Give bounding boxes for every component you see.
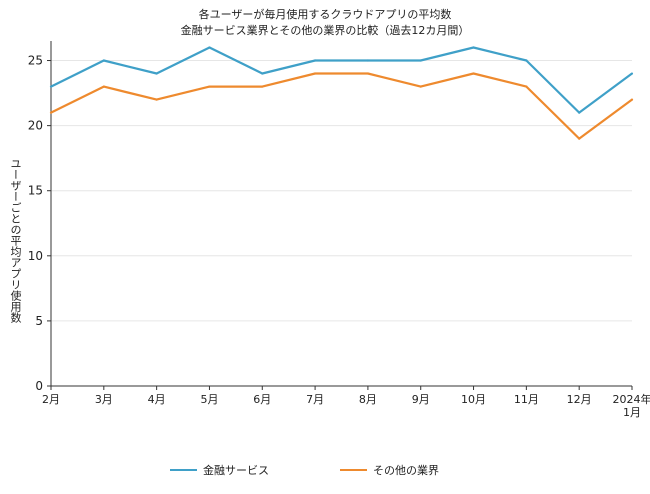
series-0-point-0	[49, 85, 53, 88]
series-line-0	[50, 46, 633, 114]
series-1-point-8	[472, 72, 475, 75]
series-0-point-1	[102, 59, 105, 62]
x-tick-label-11: 2024年 1月	[613, 392, 650, 419]
legend-item-0: 金融サービス	[170, 462, 269, 478]
x-tick-label-1: 3月	[95, 393, 113, 406]
x-tick-label-9: 11月	[514, 393, 539, 406]
series-1-point-10	[578, 137, 581, 140]
y-tick-label-3: 15	[28, 184, 43, 198]
y-axis-label: ユーザーごとの平均アプリ使用数	[9, 158, 22, 323]
series-0-point-5	[313, 59, 317, 62]
y-tick-label-5: 25	[28, 54, 43, 68]
series-1-point-1	[102, 85, 105, 88]
series-0-point-9	[525, 59, 528, 62]
x-tick-label-2: 4月	[148, 393, 166, 406]
x-tick-label-7: 9月	[412, 393, 430, 406]
series-0-point-10	[578, 111, 581, 114]
series-1-point-4	[261, 85, 264, 88]
series-1-point-3	[208, 85, 211, 88]
chart-title: 各ユーザーが毎月使用するクラウドアプリの平均数	[198, 8, 452, 21]
y-tick-label-0: 0	[35, 379, 43, 393]
x-tick-label-5: 7月	[306, 393, 324, 406]
legend-label-0: 金融サービス	[203, 464, 269, 477]
series-0-point-8	[472, 46, 475, 49]
legend-swatch-0	[170, 469, 197, 471]
x-tick-label-8: 10月	[461, 393, 486, 406]
series-1-point-6	[366, 72, 370, 75]
series-0-point-6	[366, 59, 370, 62]
series-1-point-2	[155, 98, 158, 101]
series-0-point-2	[155, 72, 158, 75]
x-tick-label-6: 8月	[359, 393, 377, 406]
series-0-point-11	[630, 72, 634, 75]
legend-swatch-1	[340, 469, 367, 471]
series-1-point-11	[630, 98, 634, 101]
chart-subtitle: 金融サービス業界とその他の業界の比較（過去12カ月間）	[180, 24, 470, 37]
series-0-point-4	[261, 72, 264, 75]
y-tick-label-4: 20	[28, 119, 43, 133]
series-0-point-3	[208, 46, 211, 49]
series-0-point-7	[419, 59, 422, 62]
x-tick-label-3: 5月	[200, 393, 218, 406]
series-1-point-7	[419, 85, 422, 88]
x-tick-label-4: 6月	[253, 393, 271, 406]
x-tick-label-0: 2月	[42, 393, 60, 406]
series-1-point-0	[49, 111, 53, 114]
y-tick-label-1: 5	[35, 314, 43, 328]
y-tick-label-2: 10	[28, 249, 43, 263]
legend-label-1: その他の業界	[373, 464, 439, 477]
x-tick-label-10: 12月	[567, 393, 592, 406]
legend-item-1: その他の業界	[340, 462, 439, 478]
series-1-point-9	[525, 85, 528, 88]
series-line-1	[50, 72, 633, 140]
series-1-point-5	[313, 72, 317, 75]
